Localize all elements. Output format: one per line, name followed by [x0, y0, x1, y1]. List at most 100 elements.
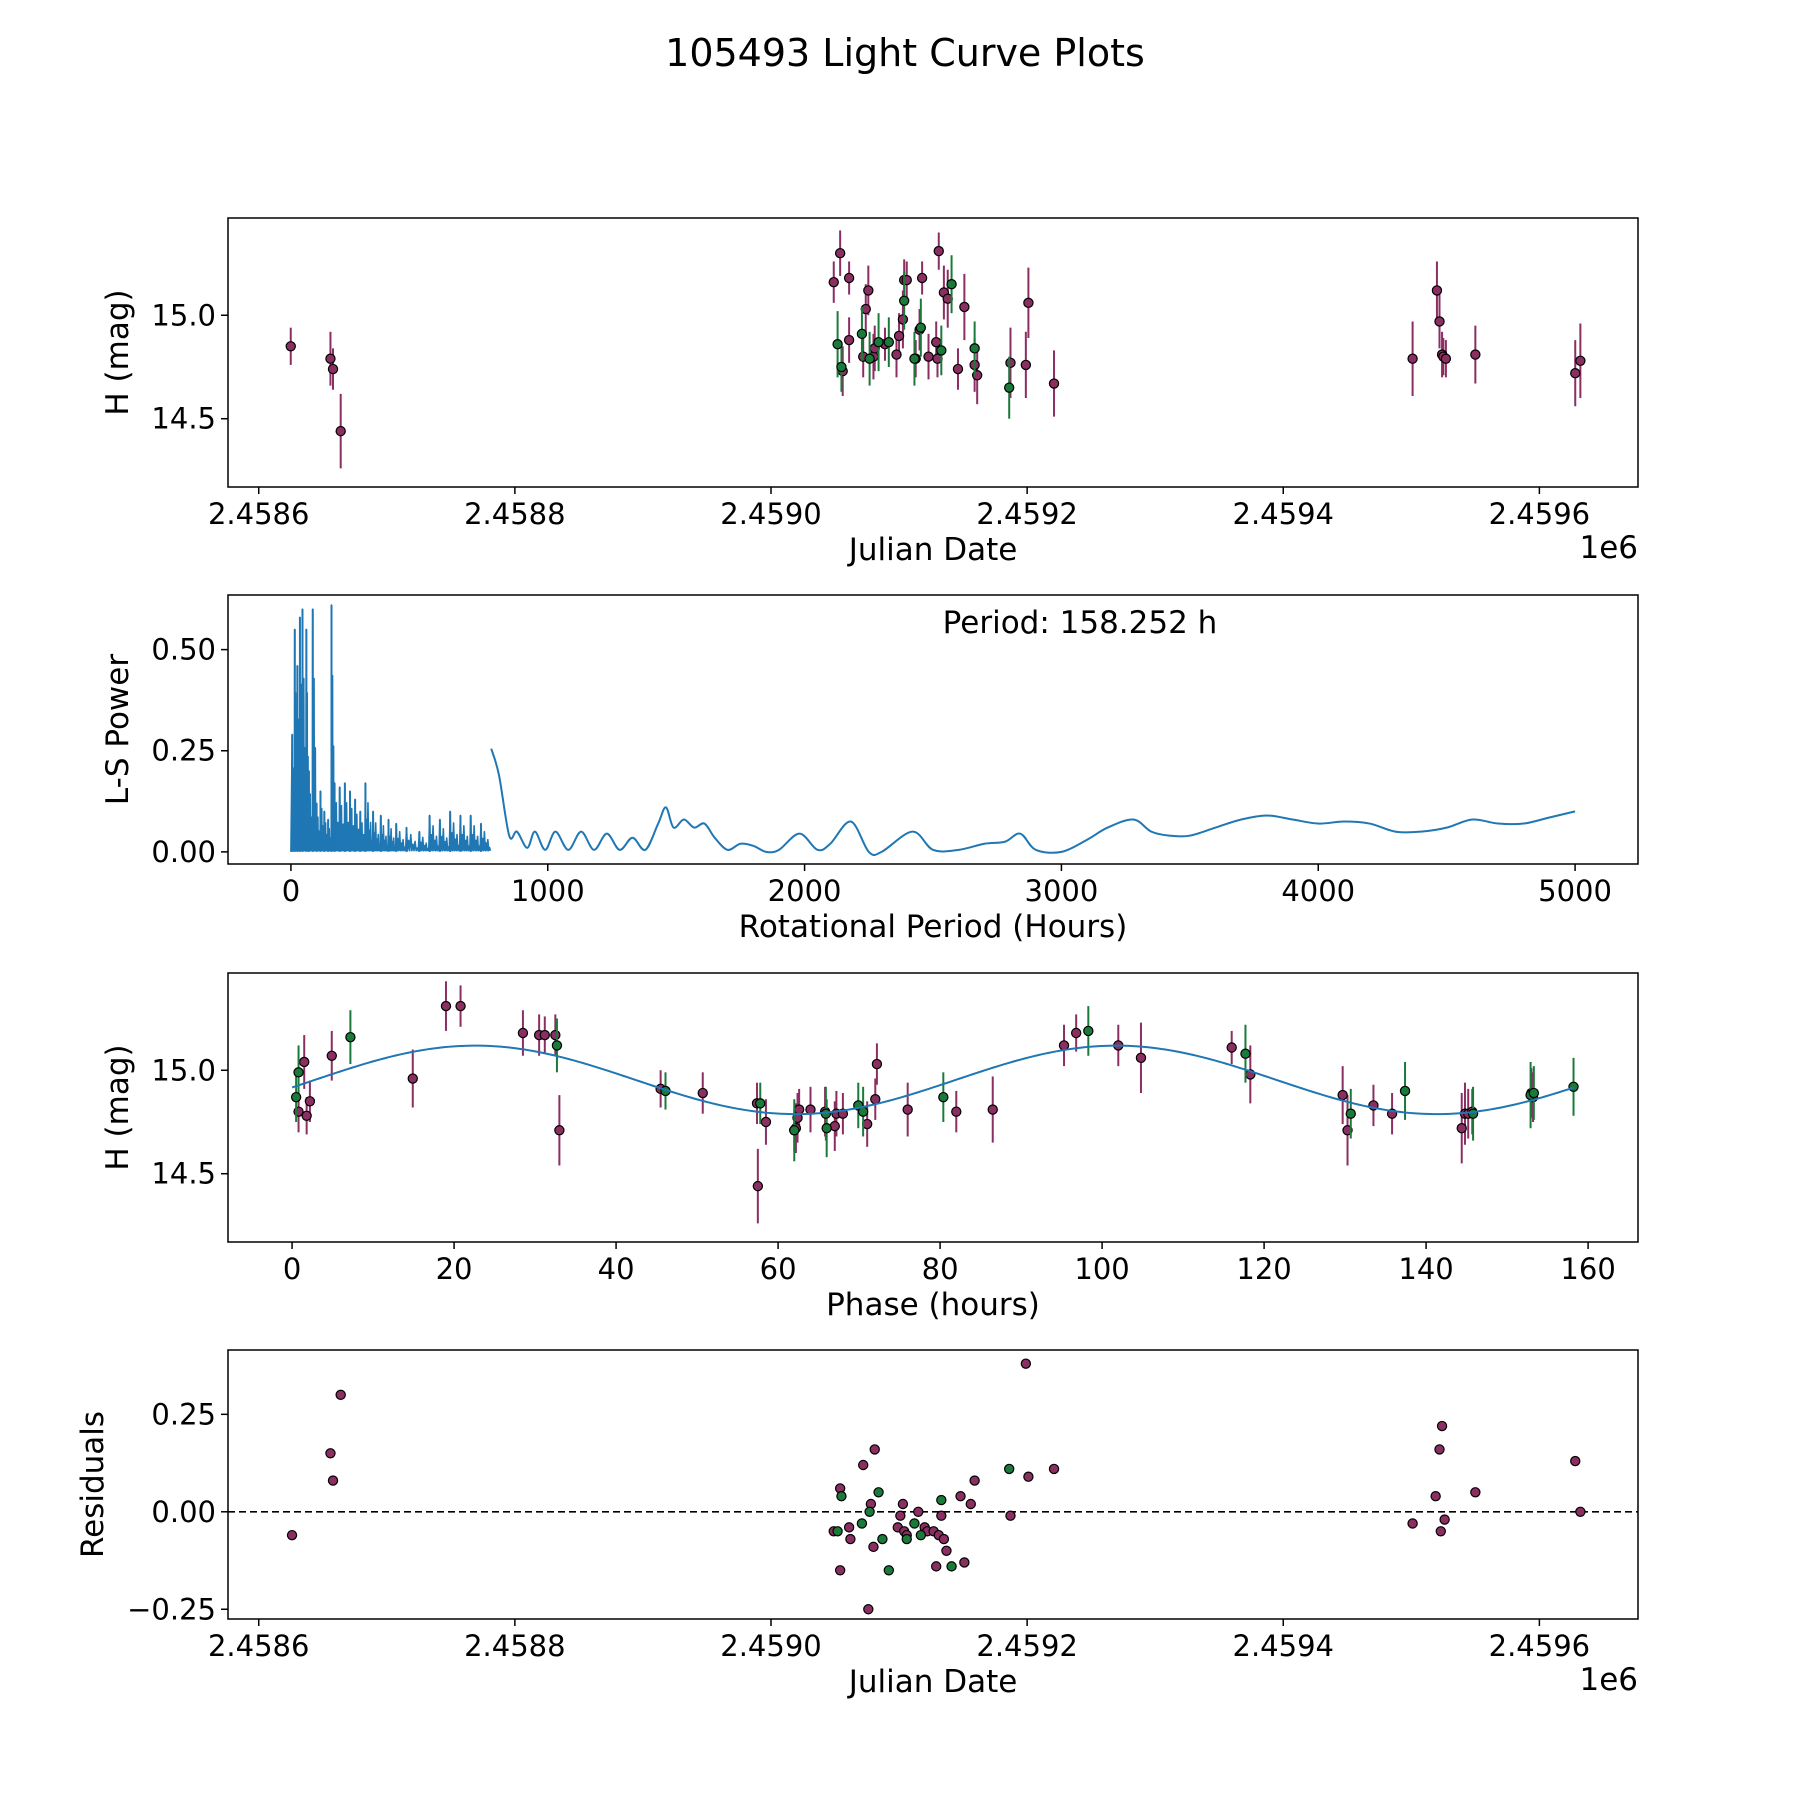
data-point — [1407, 1518, 1418, 1529]
data-point — [951, 1106, 962, 1117]
y-tick-label: 0.00 — [151, 1495, 216, 1529]
x-tick-label: 3000 — [1025, 874, 1099, 908]
x-tick-label: 80 — [922, 1252, 959, 1286]
data-point — [863, 1604, 874, 1615]
data-point — [1048, 378, 1060, 389]
axes-frame — [227, 594, 1639, 865]
data-point — [845, 1533, 856, 1545]
x-tick-label: 2.4590 — [720, 1629, 821, 1663]
data-point — [873, 1487, 884, 1498]
data-point — [325, 353, 336, 364]
data-point — [285, 341, 296, 352]
data-point — [969, 343, 980, 354]
x-tick-label: 2.4588 — [464, 497, 565, 531]
data-point — [1470, 1487, 1481, 1498]
data-point — [539, 1029, 550, 1041]
data-point — [938, 1533, 950, 1545]
data-point — [299, 1056, 310, 1068]
x-tick-label: 140 — [1398, 1252, 1453, 1286]
data-point — [836, 361, 847, 373]
data-point — [843, 334, 855, 346]
data-point — [897, 1498, 909, 1510]
data-point — [858, 1459, 869, 1471]
data-point — [897, 314, 909, 325]
data-point — [901, 1533, 912, 1545]
x-tick-label: 120 — [1236, 1252, 1291, 1286]
data-point — [877, 1533, 888, 1545]
x-tick-label: 2.4594 — [1233, 497, 1334, 531]
data-point — [1434, 1444, 1445, 1455]
data-point — [1048, 1463, 1060, 1475]
x-offset-label: 1e6 — [1579, 530, 1638, 566]
data-point — [898, 295, 910, 306]
data-point — [909, 353, 920, 364]
data-point — [864, 353, 875, 364]
data-point — [301, 1110, 312, 1121]
y-axis-label: H (mag) — [100, 289, 136, 415]
data-point — [883, 336, 895, 348]
x-tick-label: 2000 — [768, 874, 842, 908]
y-axis-label: Residuals — [75, 1411, 111, 1558]
data-point — [1407, 353, 1418, 364]
data-point — [1023, 297, 1034, 309]
y-tick-label: 0.25 — [151, 1397, 216, 1431]
plot-area — [228, 1358, 1638, 1615]
data-point — [871, 1058, 883, 1070]
data-point — [1431, 285, 1443, 296]
data-point — [909, 1518, 920, 1529]
data-point — [1575, 355, 1586, 366]
x-axis-label: Rotational Period (Hours) — [739, 909, 1128, 945]
data-point — [1345, 1108, 1356, 1119]
data-point — [987, 1104, 998, 1115]
plot-area — [285, 230, 1586, 469]
data-point — [863, 285, 874, 296]
y-tick-label: 0.50 — [151, 633, 216, 667]
data-point — [1005, 357, 1016, 369]
data-point — [1240, 1048, 1251, 1059]
data-point — [965, 1498, 976, 1510]
series-purple-band — [286, 1358, 1586, 1615]
axes-frame — [227, 217, 1639, 488]
panel-phased-curve: 0 20 40 60 80 100 120 140 160 15.0 14.5 Phase (hour… — [100, 972, 1639, 1323]
data-point — [834, 1565, 846, 1576]
x-tick-label: 160 — [1560, 1252, 1615, 1286]
data-point — [335, 425, 346, 437]
x-tick-label: 2.4596 — [1489, 1629, 1590, 1663]
data-point — [1003, 382, 1015, 393]
data-point — [1430, 1490, 1441, 1502]
period-annotation: Period: 158.252 h — [943, 605, 1218, 641]
data-point — [1470, 349, 1481, 360]
data-point — [455, 1000, 466, 1012]
data-point — [1434, 316, 1445, 327]
data-point — [551, 1040, 563, 1051]
x-offset-label: 1e6 — [1579, 1662, 1638, 1698]
data-point — [407, 1073, 418, 1084]
data-point — [843, 1522, 855, 1533]
x-tick-label: 0 — [283, 1252, 301, 1286]
x-tick-label: 5000 — [1538, 874, 1612, 908]
data-point — [1020, 1358, 1032, 1369]
data-point — [836, 1490, 847, 1502]
data-point — [517, 1027, 529, 1039]
data-point — [869, 1444, 880, 1455]
data-point — [793, 1104, 805, 1115]
series-green-band — [832, 255, 1015, 419]
data-point — [550, 1029, 561, 1041]
data-point — [1005, 1510, 1016, 1521]
y-tick-label: 15.0 — [151, 298, 216, 332]
figure-title: 105493 Light Curve Plots — [665, 31, 1145, 75]
data-point — [1575, 1506, 1586, 1517]
data-point — [902, 1104, 913, 1115]
data-point — [1003, 1463, 1015, 1475]
data-point — [1436, 1420, 1448, 1432]
x-tick-label: 20 — [436, 1252, 473, 1286]
data-point — [864, 1506, 875, 1517]
data-point — [834, 247, 846, 259]
x-tick-label: 60 — [760, 1252, 797, 1286]
x-tick-label: 2.4596 — [1489, 497, 1590, 531]
data-point — [327, 363, 339, 375]
data-point — [891, 349, 902, 360]
x-tick-label: 0 — [282, 874, 300, 908]
x-axis-label: Julian Date — [847, 1664, 1018, 1700]
data-point — [1528, 1087, 1540, 1099]
